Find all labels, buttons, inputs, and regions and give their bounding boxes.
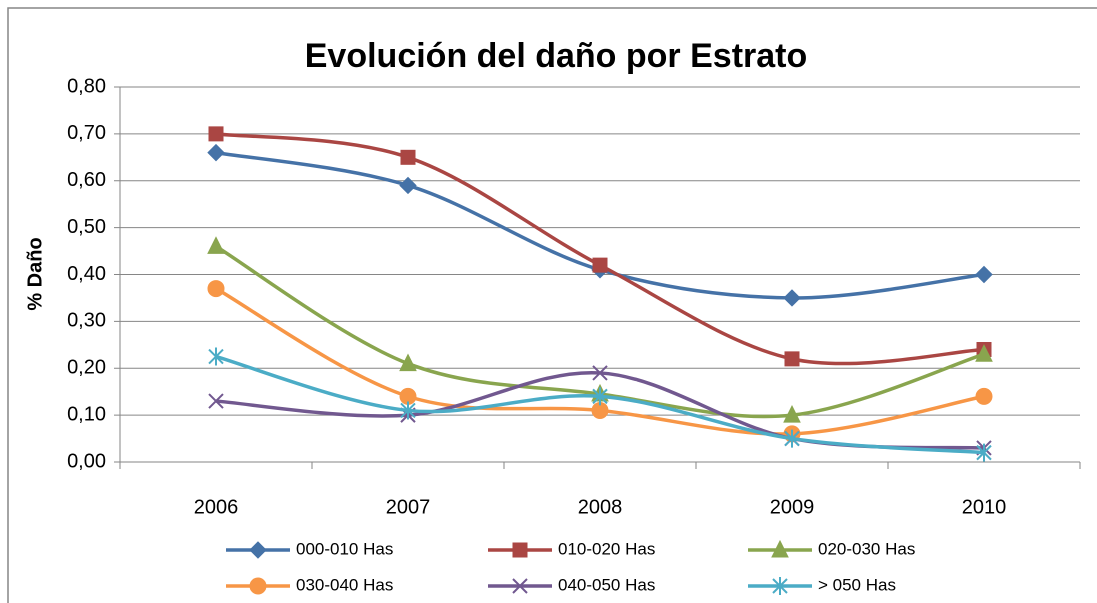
marker: [399, 353, 417, 372]
marker: [249, 541, 267, 559]
legend-item: 020-030 Has: [748, 539, 915, 558]
x-tick-label: 2009: [770, 496, 815, 518]
legend-label: 020-030 Has: [818, 539, 915, 558]
y-tick-label: 0,80: [67, 75, 106, 97]
y-tick-label: 0,50: [67, 216, 106, 238]
y-tick-label: 0,60: [67, 169, 106, 191]
marker: [208, 126, 224, 142]
legend-label: 000-010 Has: [296, 539, 393, 558]
x-tick-label: 2006: [194, 496, 239, 518]
marker: [208, 347, 224, 366]
marker: [400, 149, 416, 165]
marker: [249, 577, 267, 595]
legend-item: 010-020 Has: [488, 539, 655, 558]
marker: [771, 539, 789, 558]
y-tick-label: 0,40: [67, 263, 106, 285]
chart-border: [7, 7, 1097, 603]
legend-label: > 050 Has: [818, 575, 896, 594]
marker: [783, 405, 801, 423]
marker: [207, 143, 225, 162]
x-tick-label: 2008: [578, 496, 623, 518]
legend-item: > 050 Has: [748, 575, 896, 595]
marker: [512, 542, 528, 558]
y-tick-label: 0,10: [67, 403, 106, 425]
marker: [592, 387, 608, 406]
marker: [399, 176, 417, 195]
y-axis-label: % Daño: [24, 237, 46, 310]
marker: [400, 401, 416, 420]
x-tick-label: 2007: [386, 496, 431, 518]
marker: [592, 257, 608, 273]
chart-title: Evolución del daño por Estrato: [305, 37, 808, 75]
marker: [975, 344, 993, 362]
y-tick-label: 0,30: [67, 310, 106, 332]
legend-label: 010-020 Has: [558, 539, 655, 558]
marker: [784, 351, 800, 367]
marker: [772, 577, 788, 595]
legend-label: 040-050 Has: [558, 575, 655, 594]
marker: [207, 236, 225, 254]
y-tick-label: 0,20: [67, 357, 106, 379]
x-tick-label: 2010: [962, 496, 1007, 518]
legend-label: 030-040 Has: [296, 575, 393, 594]
marker: [207, 280, 225, 298]
marker: [512, 578, 528, 594]
y-tick-label: 0,00: [67, 450, 106, 472]
marker: [975, 387, 993, 405]
legend-item: 030-040 Has: [226, 575, 393, 595]
y-tick-label: 0,70: [67, 122, 106, 144]
marker: [784, 429, 800, 448]
marker: [976, 443, 992, 462]
marker: [783, 289, 801, 307]
marker: [975, 265, 993, 284]
marker: [208, 393, 224, 409]
marker: [592, 365, 608, 381]
legend-item: 040-050 Has: [488, 575, 655, 594]
legend-item: 000-010 Has: [226, 539, 393, 559]
